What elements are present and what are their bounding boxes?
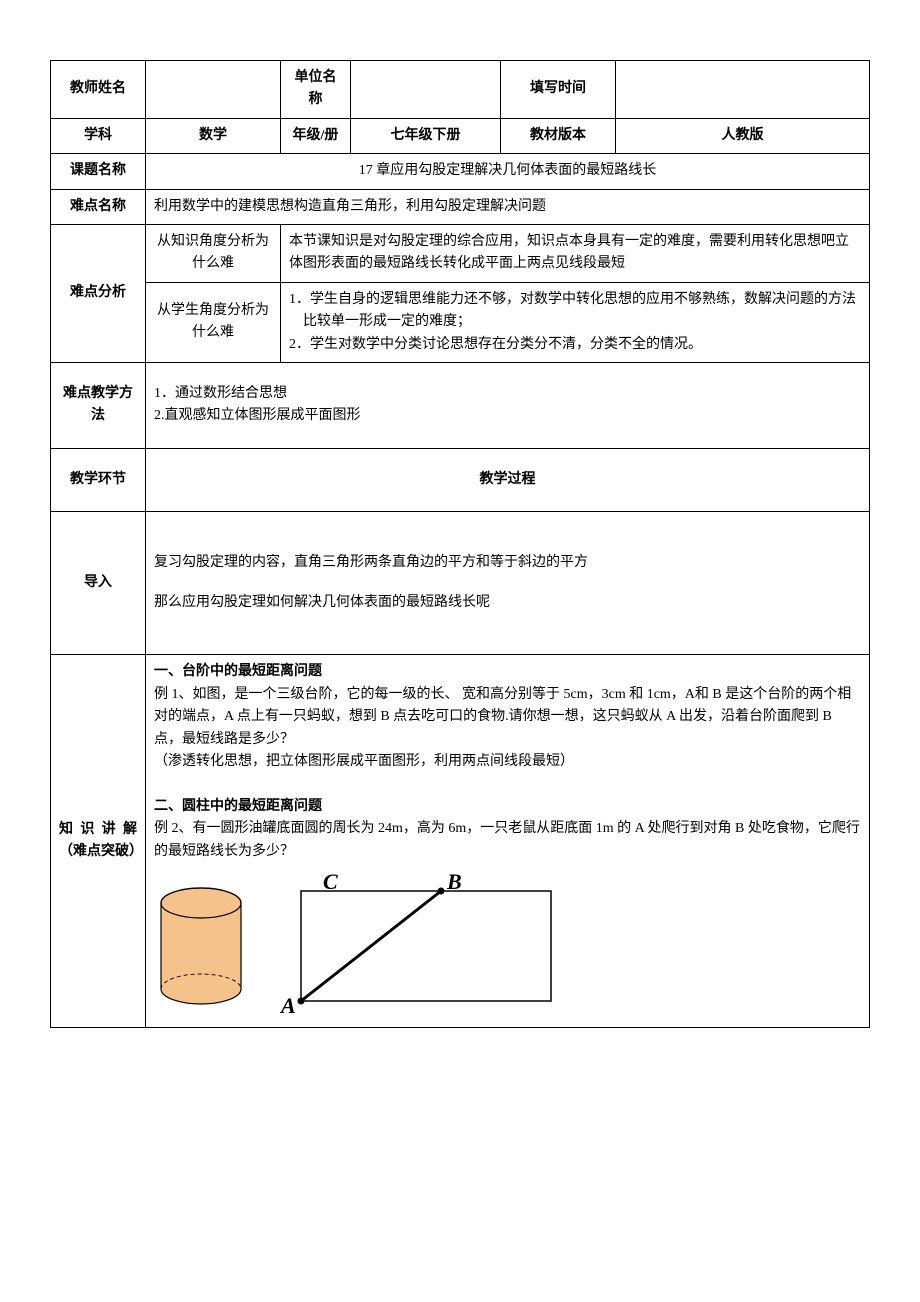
label-intro: 导入 [51, 512, 146, 655]
value-fill-time [616, 61, 870, 119]
value-subject: 数学 [146, 118, 281, 153]
unfold-rect [301, 891, 551, 1001]
teach-method-line-1: 1．通过数形结合思想 [154, 383, 861, 405]
section-2-title: 二、圆柱中的最短距离问题 [154, 796, 861, 818]
label-knowledge-explain: 知识讲解（难点突破） [51, 655, 146, 1028]
diagram-container: C B A [154, 871, 861, 1021]
lesson-plan-table: 教师姓名 单位名称 填写时间 学科 数学 年级/册 七年级下册 教材版本 人教版… [50, 60, 870, 1028]
section-1-title: 一、台阶中的最短距离问题 [154, 661, 861, 683]
value-topic-name: 17 章应用勾股定理解决几何体表面的最短路线长 [146, 154, 870, 189]
value-knowledge-explain: 一、台阶中的最短距离问题 例 1、如图，是一个三级台阶，它的每一级的长、 宽和高… [146, 655, 870, 1028]
label-student-angle: 从学生角度分析为什么难 [146, 282, 281, 362]
value-teach-method: 1．通过数形结合思想 2.直观感知立体图形展成平面图形 [146, 362, 870, 448]
diagonal-line [301, 891, 441, 1001]
value-teacher-name [146, 61, 281, 119]
label-difficulty-analysis: 难点分析 [51, 224, 146, 362]
label-c: C [323, 871, 338, 894]
label-teacher-name: 教师姓名 [51, 61, 146, 119]
value-difficulty-name: 利用数学中的建模思想构造直角三角形，利用勾股定理解决问题 [146, 189, 870, 224]
label-a: A [279, 993, 296, 1018]
section-1-body: 例 1、如图，是一个三级台阶，它的每一级的长、 宽和高分别等于 5cm，3cm … [154, 684, 861, 751]
student-angle-line-2: 2．学生对数学中分类讨论思想存在分类分不清，分类不全的情况。 [289, 334, 861, 356]
label-b: B [446, 871, 462, 894]
unfold-diagram: C B A [261, 871, 561, 1021]
value-know-angle: 本节课知识是对勾股定理的综合应用，知识点本身具有一定的难度，需要利用转化思想吧立… [281, 224, 870, 282]
section-2-body: 例 2、有一圆形油罐底面圆的周长为 24m，高为 6m，一只老鼠从距底面 1m … [154, 818, 861, 863]
label-grade-book: 年级/册 [281, 118, 351, 153]
intro-line-2: 那么应用勾股定理如何解决几何体表面的最短路线长呢 [154, 592, 861, 614]
teach-method-line-2: 2.直观感知立体图形展成平面图形 [154, 405, 861, 427]
value-unit-name [351, 61, 501, 119]
label-teach-method: 难点教学方法 [51, 362, 146, 448]
point-b [438, 887, 445, 894]
label-subject: 学科 [51, 118, 146, 153]
lesson-plan-page: 教师姓名 单位名称 填写时间 学科 数学 年级/册 七年级下册 教材版本 人教版… [50, 60, 870, 1028]
point-a [298, 997, 305, 1004]
value-textbook-version: 人教版 [616, 118, 870, 153]
label-teach-process: 教学过程 [146, 448, 870, 511]
label-textbook-version: 教材版本 [501, 118, 616, 153]
label-teach-segment: 教学环节 [51, 448, 146, 511]
value-student-angle: 1．学生自身的逻辑思维能力还不够，对数学中转化思想的应用不够熟练，数解决问题的方… [281, 282, 870, 362]
intro-line-1: 复习勾股定理的内容，直角三角形两条直角边的平方和等于斜边的平方 [154, 552, 861, 574]
label-fill-time: 填写时间 [501, 61, 616, 119]
label-topic-name: 课题名称 [51, 154, 146, 189]
value-intro: 复习勾股定理的内容，直角三角形两条直角边的平方和等于斜边的平方 那么应用勾股定理… [146, 512, 870, 655]
label-know-angle: 从知识角度分析为什么难 [146, 224, 281, 282]
value-grade-book: 七年级下册 [351, 118, 501, 153]
cylinder-icon [154, 881, 249, 1011]
label-difficulty-name: 难点名称 [51, 189, 146, 224]
label-unit-name: 单位名称 [281, 61, 351, 119]
section-1-note: （渗透转化思想，把立体图形展成平面图形，利用两点间线段最短） [154, 751, 861, 773]
student-angle-line-1: 1．学生自身的逻辑思维能力还不够，对数学中转化思想的应用不够熟练，数解决问题的方… [289, 289, 861, 334]
